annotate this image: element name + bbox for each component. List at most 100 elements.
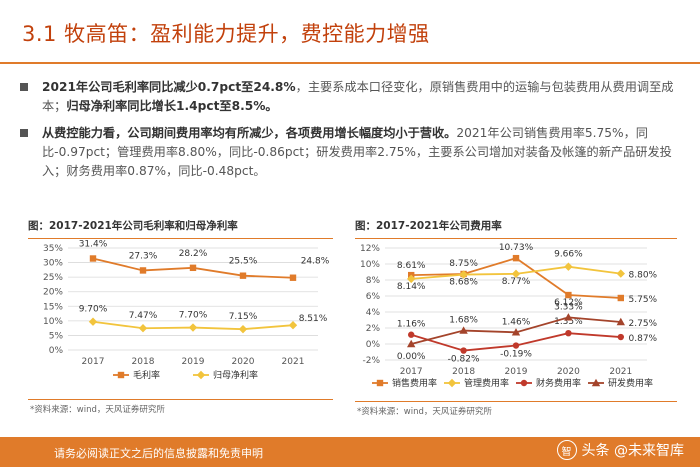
watermark-text: 头条 @未来智库 [581,443,684,459]
legend-marker [520,379,528,387]
data-point [459,270,468,279]
bullet-2: 从费控能力看，公司期间费用率均有所减少，各项费用增长幅度均小于营收。2021年公… [18,124,688,181]
y-tick-label: 5% [49,331,64,341]
data-label: -0.19% [500,350,532,360]
data-point [617,294,624,302]
bullet-list: 2021年公司毛利率同比减少0.7pct至24.8%，主要系成本口径变化，原销售… [18,78,688,189]
x-tick-label: 2021 [282,357,305,367]
data-label: 1.46% [502,317,531,327]
bullet-1-text: 2021年公司毛利率同比减少0.7pct至24.8%，主要系成本口径变化，原销售… [42,80,673,113]
bullet-square-icon [20,83,28,91]
right-chart: -2% 0% 2% 4% 6% 8% 10% 12% 2017 2018 2019 2020 2021 8… [360,243,658,389]
legend-label: 销售费用率 [392,377,437,389]
data-point [407,339,416,348]
left-chart-title: 图：2017-2021年公司毛利率和归母净利率 [28,220,238,232]
data-point [459,326,468,334]
data-label: -0.82% [448,355,480,365]
data-point [139,267,147,274]
y-tick-label: 20% [43,288,63,298]
data-point [138,324,148,333]
y-tick-label: 10% [43,317,63,327]
bullet-2-text: 从费控能力看，公司期间费用率均有所减少，各项费用增长幅度均小于营收。2021年公… [42,126,672,178]
data-point [565,291,572,299]
page-title: 3.1 牧高笛：盈利能力提升，费控能力增强 [22,22,430,46]
x-tick-label: 2017 [400,367,423,377]
data-point [238,324,248,334]
data-point [616,269,625,278]
right-chart-title-rule [355,238,677,239]
data-label: 3.33% [554,302,583,312]
data-label: 7.70% [179,311,208,321]
data-label: 24.8% [301,257,330,267]
y-tick-label: 25% [43,273,63,283]
x-tick-label: 2018 [132,357,155,367]
data-point [512,254,520,262]
data-label: 8.77% [502,277,531,287]
data-point [288,320,298,330]
y-tick-label: 10% [360,260,380,270]
left-source: *资料来源：wind，天风证券研究所 [30,405,165,415]
x-tick-label: 2019 [182,357,205,367]
legend-label: 财务费用率 [536,377,581,389]
legend-marker [447,378,457,388]
data-point [88,317,98,326]
legend-marker [591,378,601,387]
watermark-logo-icon: 智 [556,440,577,460]
data-point [189,264,197,272]
y-tick-label: -2% [362,356,380,366]
data-label: 28.2% [179,249,208,259]
data-point [408,331,415,338]
data-point [512,342,520,349]
data-label: 5.75% [629,295,658,305]
watermark: 智 头条 @未来智库 [556,440,684,460]
data-label: 25.5% [229,257,258,267]
right-source: *资料来源：wind，天风证券研究所 [357,407,492,417]
title-divider [0,62,700,64]
data-label: 7.15% [229,312,258,322]
y-tick-label: 30% [43,259,63,269]
bullet-1-part-1: ，主要系成本口径变化，原销售费用中的运输与包装费用从费用调至成本； [42,80,674,113]
left-chart-title-rule [28,238,333,239]
bullet-2-part-0: 从费控能力看，公司期间费用率均有所减少，各项费用增长幅度均小于营收。 [42,126,457,140]
data-point [564,313,573,321]
data-label: 1.68% [449,316,478,326]
legend-label: 研发费用率 [608,377,653,389]
data-label: 8.61% [397,261,426,271]
right-chart-title: 图：2017-2021年公司费用率 [355,220,502,232]
data-point [565,330,572,337]
data-label: 1.35% [554,317,583,327]
y-tick-label: 0% [49,346,64,356]
bullet-1: 2021年公司毛利率同比减少0.7pct至24.8%，主要系成本口径变化，原销售… [18,78,688,116]
y-tick-label: 15% [43,302,63,312]
data-label: 9.66% [554,250,583,260]
bullet-2-part-1: 2021年公司销售费用率5.75%，同比-0.97pct；管理费用率8.80%，… [42,126,672,178]
data-label: 8.80% [629,271,658,281]
legend-label: 归母净利率 [213,369,258,381]
x-tick-label: 2020 [232,357,255,367]
bullet-1-part-2: 归母净利率同比增长1.4pct至8.5%。 [66,99,278,113]
data-point [616,317,625,326]
y-tick-label: 2% [366,324,381,334]
legend-label: 管理费用率 [464,377,509,389]
data-point [89,255,97,262]
data-label: 8.14% [397,282,426,292]
data-point [289,274,297,281]
bullet-square-icon [20,129,28,137]
y-tick-label: 12% [360,244,380,254]
data-point [511,328,521,336]
data-label: 8.75% [449,259,478,269]
data-point [511,269,521,279]
y-tick-label: 6% [366,292,381,302]
data-label: 9.70% [79,305,108,315]
data-point [239,272,247,279]
data-label: 2.75% [629,319,658,329]
data-label: 0.00% [397,352,426,362]
x-tick-label: 2017 [82,357,105,367]
data-label: 10.73% [499,243,534,253]
left-source-rule [28,399,333,400]
left-chart-panel: 图：2017-2021年公司毛利率和归母净利率 [28,218,333,239]
data-point [188,323,198,332]
data-label: 31.4% [79,240,108,249]
footer-disclaimer: 请务必阅读正文之后的信息披露和免责申明 [54,447,263,460]
data-point [617,333,624,341]
